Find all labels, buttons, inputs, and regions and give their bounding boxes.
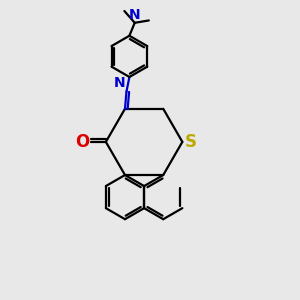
Text: O: O [75, 133, 89, 151]
Text: S: S [185, 133, 197, 151]
Text: N: N [129, 8, 140, 22]
Text: N: N [113, 76, 125, 90]
